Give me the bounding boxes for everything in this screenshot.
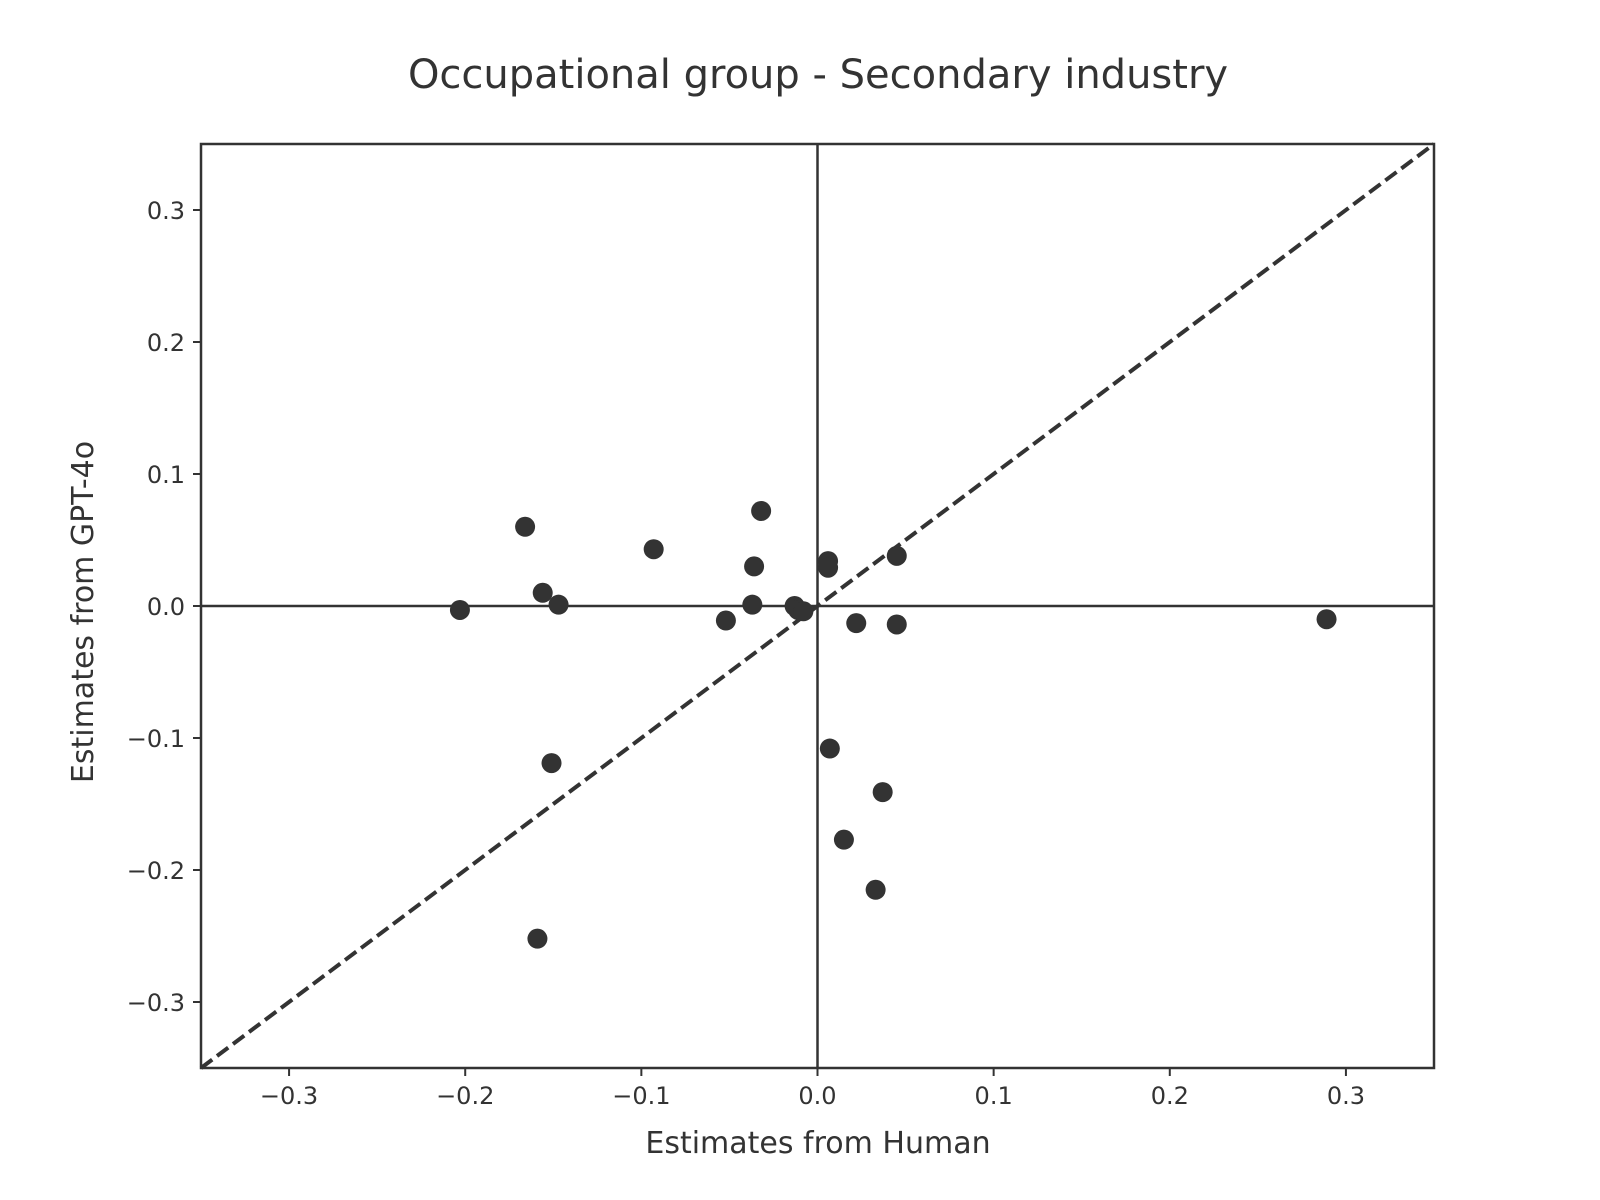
x-tick-label: 0.1 bbox=[975, 1082, 1013, 1110]
y-tick-label: −0.1 bbox=[127, 725, 185, 753]
x-tick-label: −0.3 bbox=[260, 1082, 318, 1110]
data-point-18 bbox=[1316, 609, 1337, 630]
data-point-3 bbox=[751, 500, 772, 521]
plot-area: −0.3 −0.2 −0.1 0.0 0.1 0.2 0.3 −0.3 −0.2 −0.1 0.0 0… bbox=[127, 142, 1436, 1110]
x-tick-label: −0.2 bbox=[436, 1082, 494, 1110]
data-point-2 bbox=[643, 539, 664, 560]
data-point-5 bbox=[532, 582, 553, 603]
data-point-21 bbox=[872, 782, 893, 803]
data-point-14 bbox=[818, 557, 839, 578]
x-axis-label: Estimates from Human bbox=[645, 1126, 990, 1161]
data-point-1 bbox=[515, 516, 536, 537]
data-point-8 bbox=[742, 594, 763, 615]
identity-dashed-line bbox=[199, 142, 1436, 1070]
data-point-15 bbox=[886, 545, 907, 566]
data-point-4 bbox=[744, 556, 765, 577]
data-point-23 bbox=[865, 879, 886, 900]
chart-title: Occupational group - Secondary industry bbox=[408, 52, 1228, 98]
data-point-6 bbox=[548, 594, 569, 615]
x-tick-label: 0.0 bbox=[798, 1082, 836, 1110]
data-point-17 bbox=[886, 614, 907, 635]
data-point-19 bbox=[819, 738, 840, 759]
data-point-20 bbox=[541, 753, 562, 774]
y-tick-label: 0.2 bbox=[147, 329, 185, 357]
y-tick-label: −0.3 bbox=[127, 989, 185, 1017]
y-tick-label: −0.2 bbox=[127, 857, 185, 885]
data-point-16 bbox=[846, 613, 867, 634]
x-tick-label: −0.1 bbox=[612, 1082, 670, 1110]
y-tick-label: 0.3 bbox=[147, 197, 185, 225]
y-axis-label: Estimates from GPT-4o bbox=[66, 441, 101, 783]
data-point-7 bbox=[449, 599, 470, 620]
data-point-9 bbox=[715, 610, 736, 631]
x-tick-label: 0.3 bbox=[1327, 1082, 1365, 1110]
data-point-22 bbox=[833, 829, 854, 850]
y-tick-label: 0.1 bbox=[147, 461, 185, 489]
y-tick-label: 0.0 bbox=[147, 593, 185, 621]
x-tick-label: 0.2 bbox=[1151, 1082, 1189, 1110]
data-point-24 bbox=[527, 928, 548, 949]
data-point-12 bbox=[793, 601, 814, 622]
